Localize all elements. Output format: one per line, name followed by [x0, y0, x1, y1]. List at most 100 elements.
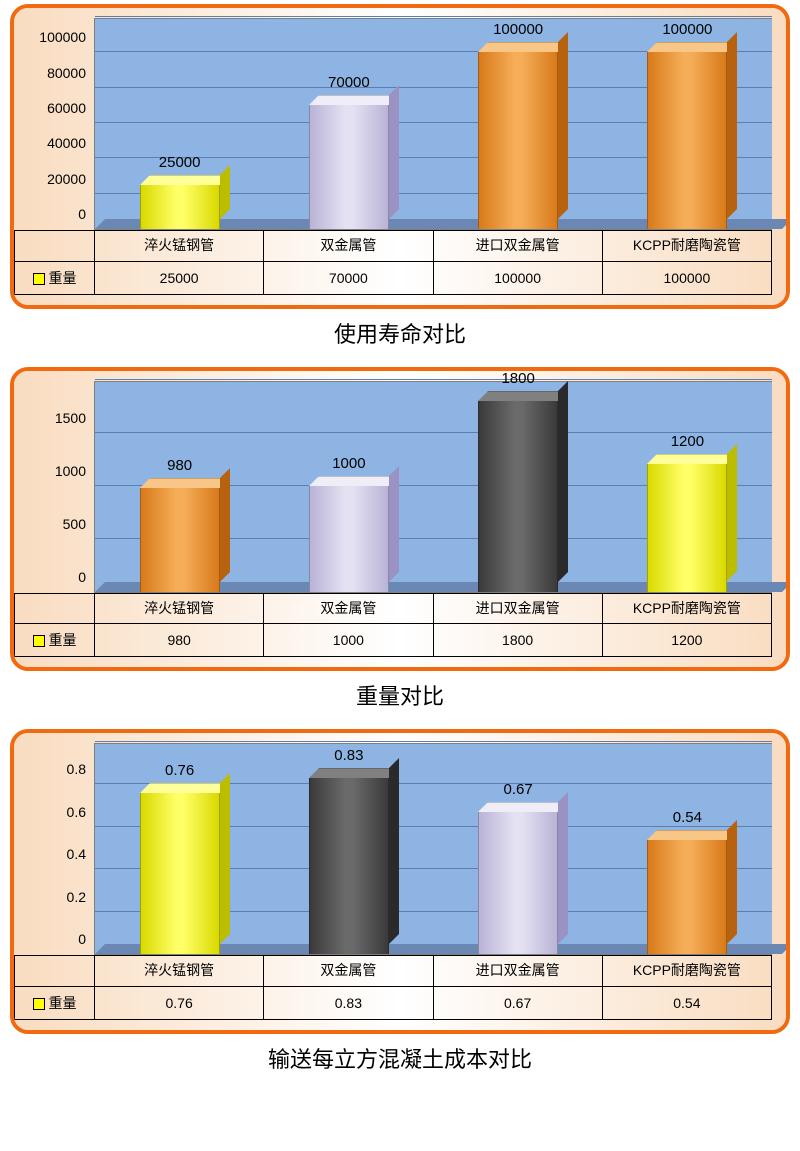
- table-corner-cell: [15, 231, 95, 262]
- bar-slot: 100000: [434, 17, 603, 229]
- bar-value-label: 1200: [671, 433, 704, 450]
- bar-value-label: 0.83: [334, 747, 363, 764]
- bar-value-label: 0.76: [165, 762, 194, 779]
- bar-value-label: 25000: [159, 154, 201, 171]
- category-label: KCPP耐磨陶瓷管: [602, 593, 771, 624]
- chart-panel: 0200004000060000800001000001200002500070…: [10, 4, 790, 309]
- value-cell: 0.67: [433, 986, 602, 1019]
- value-cell: 980: [95, 624, 264, 657]
- value-cell: 1200: [602, 624, 771, 657]
- category-label: KCPP耐磨陶瓷管: [602, 231, 771, 262]
- bar: 70000: [309, 105, 389, 229]
- bar-value-label: 70000: [328, 74, 370, 91]
- bar-slot: 980: [95, 380, 264, 592]
- data-table: 淬火锰钢管双金属管进口双金属管KCPP耐磨陶瓷管重量0.760.830.670.…: [14, 955, 772, 1020]
- y-tick-label: 0.6: [67, 804, 86, 820]
- bar-slot: 1200: [603, 380, 772, 592]
- bar-slot: 70000: [264, 17, 433, 229]
- bar-value-label: 0.67: [504, 781, 533, 798]
- y-tick-label: 1: [78, 729, 86, 735]
- chart-caption: 重量对比: [0, 679, 800, 711]
- bar-value-label: 1000: [332, 455, 365, 472]
- y-tick-label: 100000: [39, 29, 86, 45]
- value-cell: 1800: [433, 624, 602, 657]
- chart-panel: 0500100015002000980100018001200 淬火锰钢管双金属…: [10, 367, 790, 672]
- legend-swatch: [33, 635, 45, 647]
- value-cell: 1000: [264, 624, 433, 657]
- category-label: 进口双金属管: [433, 231, 602, 262]
- table-corner-cell: [15, 956, 95, 987]
- bar-value-label: 980: [167, 457, 192, 474]
- category-label: 进口双金属管: [433, 956, 602, 987]
- bar: 0.54: [647, 840, 727, 954]
- y-tick-label: 0: [78, 569, 86, 585]
- data-table: 淬火锰钢管双金属管进口双金属管KCPP耐磨陶瓷管重量 98010001800120…: [14, 593, 772, 658]
- bar-slot: 100000: [603, 17, 772, 229]
- y-axis: 020000400006000080000100000120000: [14, 18, 94, 230]
- y-tick-label: 0.2: [67, 889, 86, 905]
- legend-label: 重量: [49, 632, 77, 648]
- bar: 0.76: [140, 793, 220, 954]
- category-label: 淬火锰钢管: [95, 231, 264, 262]
- y-tick-label: 0.8: [67, 761, 86, 777]
- category-label: KCPP耐磨陶瓷管: [602, 956, 771, 987]
- category-label: 淬火锰钢管: [95, 593, 264, 624]
- bar: 0.83: [309, 778, 389, 954]
- plot-area: 0.76 0.83 0.67 0.54: [94, 743, 772, 955]
- y-tick-label: 60000: [47, 100, 86, 116]
- value-cell: 0.83: [264, 986, 433, 1019]
- table-corner-cell: [15, 593, 95, 624]
- y-tick-label: 1500: [55, 410, 86, 426]
- bar: 100000: [647, 52, 727, 229]
- value-cell: 0.76: [95, 986, 264, 1019]
- chart-caption: 使用寿命对比: [0, 317, 800, 349]
- legend-label: 重量: [49, 995, 77, 1011]
- bar: 1200: [647, 464, 727, 591]
- bar-slot: 0.76: [95, 742, 264, 954]
- bar: 1800: [478, 401, 558, 592]
- y-tick-label: 80000: [47, 65, 86, 81]
- y-tick-label: 500: [63, 516, 86, 532]
- y-axis: 00.20.40.60.81: [14, 743, 94, 955]
- bar-value-label: 1800: [501, 370, 534, 387]
- value-cell: 100000: [602, 261, 771, 294]
- plot-area: 25000 70000 100000 100000: [94, 18, 772, 230]
- value-cell: 0.54: [602, 986, 771, 1019]
- legend-cell: 重量: [15, 986, 95, 1019]
- bar-slot: 0.83: [264, 742, 433, 954]
- value-cell: 70000: [264, 261, 433, 294]
- y-tick-label: 1000: [55, 463, 86, 479]
- category-label: 进口双金属管: [433, 593, 602, 624]
- legend-cell: 重量: [15, 624, 95, 657]
- legend-cell: 重量: [15, 261, 95, 294]
- bar-value-label: 0.54: [673, 809, 702, 826]
- y-tick-label: 0: [78, 206, 86, 222]
- y-tick-label: 0.4: [67, 846, 86, 862]
- bar-slot: 25000: [95, 17, 264, 229]
- data-table: 淬火锰钢管双金属管进口双金属管KCPP耐磨陶瓷管重量25000700001000…: [14, 230, 772, 295]
- y-tick-label: 40000: [47, 135, 86, 151]
- category-label: 淬火锰钢管: [95, 956, 264, 987]
- bar: 100000: [478, 52, 558, 229]
- bar: 1000: [309, 486, 389, 592]
- category-label: 双金属管: [264, 593, 433, 624]
- legend-swatch: [33, 273, 45, 285]
- chart-caption: 输送每立方混凝土成本对比: [0, 1042, 800, 1074]
- bar-slot: 1000: [264, 380, 433, 592]
- value-cell: 100000: [433, 261, 602, 294]
- legend-swatch: [33, 998, 45, 1010]
- bar: 980: [140, 488, 220, 592]
- value-cell: 25000: [95, 261, 264, 294]
- bar-value-label: 100000: [662, 21, 712, 38]
- legend-label: 重量: [49, 270, 77, 286]
- y-axis: 0500100015002000: [14, 381, 94, 593]
- y-tick-label: 0: [78, 931, 86, 947]
- bar: 0.67: [478, 812, 558, 954]
- y-tick-label: 120000: [39, 4, 86, 10]
- bar-value-label: 100000: [493, 21, 543, 38]
- bar-slot: 0.67: [434, 742, 603, 954]
- chart-panel: 00.20.40.60.810.760.830.670.54 淬火锰钢管双金属管…: [10, 729, 790, 1034]
- bar: 25000: [140, 185, 220, 229]
- bar-slot: 1800: [434, 380, 603, 592]
- plot-area: 980 1000 1800 1200: [94, 381, 772, 593]
